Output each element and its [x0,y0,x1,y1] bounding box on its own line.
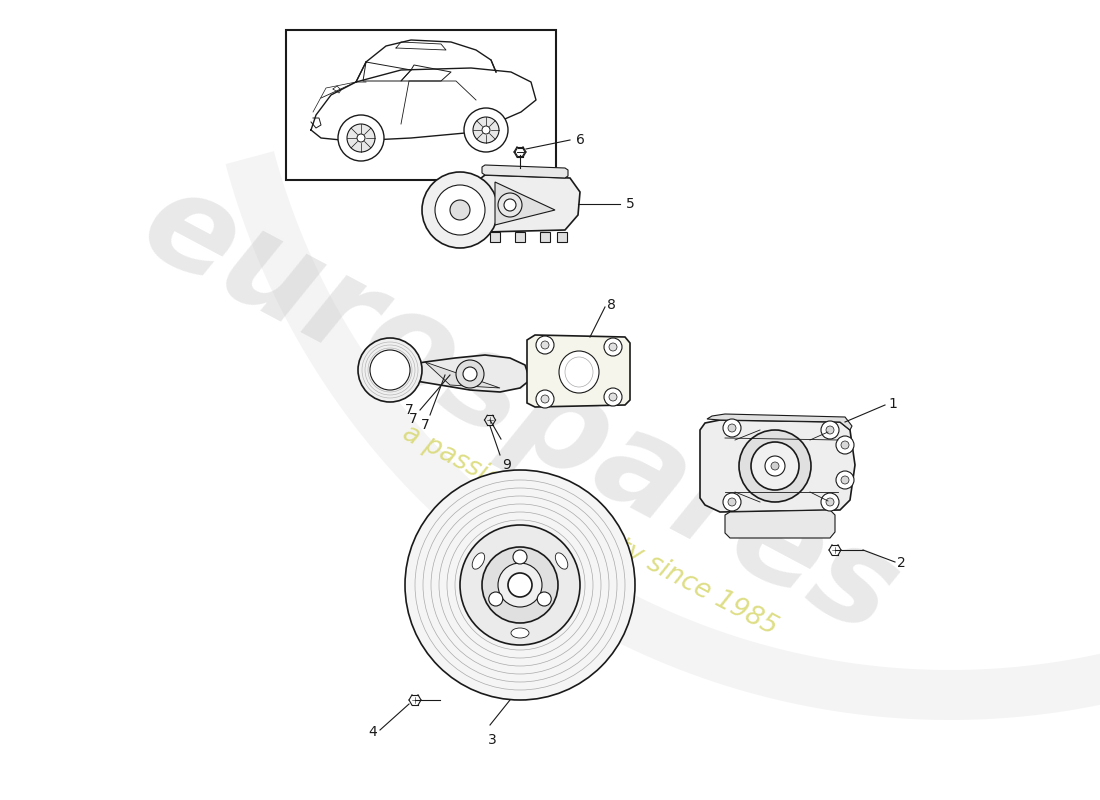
Circle shape [728,424,736,432]
Circle shape [473,117,499,143]
Ellipse shape [559,351,600,393]
Circle shape [513,550,527,564]
Polygon shape [527,335,630,407]
Text: 7: 7 [405,403,414,417]
Circle shape [723,419,741,437]
Polygon shape [540,232,550,242]
Polygon shape [557,232,566,242]
Circle shape [604,338,622,356]
Text: 9: 9 [502,458,510,472]
Circle shape [604,388,622,406]
Circle shape [541,341,549,349]
Circle shape [609,393,617,401]
Circle shape [826,498,834,506]
Circle shape [751,442,799,490]
Text: 2: 2 [896,556,905,570]
Polygon shape [495,182,556,225]
Polygon shape [408,355,530,392]
Polygon shape [226,151,1100,720]
Circle shape [842,441,849,449]
Polygon shape [707,414,853,430]
Circle shape [609,343,617,351]
Polygon shape [425,362,500,388]
Text: a passion for quality since 1985: a passion for quality since 1985 [398,420,782,640]
Text: eurospares: eurospares [122,158,918,662]
Ellipse shape [565,357,593,387]
Circle shape [358,338,422,402]
Circle shape [836,471,854,489]
Circle shape [482,547,558,623]
Circle shape [434,185,485,235]
Text: 6: 6 [576,133,585,147]
Circle shape [460,525,580,645]
Polygon shape [472,175,580,232]
Circle shape [764,456,785,476]
Circle shape [836,436,854,454]
Text: 5: 5 [626,197,635,211]
Polygon shape [700,420,855,512]
Circle shape [346,124,375,152]
Circle shape [422,172,498,248]
Polygon shape [515,232,525,242]
Circle shape [370,350,410,390]
Circle shape [536,390,554,408]
Ellipse shape [512,628,529,638]
Circle shape [536,336,554,354]
Ellipse shape [472,553,485,569]
Polygon shape [725,510,835,538]
Circle shape [456,360,484,388]
Ellipse shape [556,553,568,569]
Circle shape [464,108,508,152]
Circle shape [508,573,532,597]
Circle shape [338,115,384,161]
Circle shape [723,493,741,511]
Circle shape [488,592,503,606]
Circle shape [450,200,470,220]
Circle shape [482,126,490,134]
Circle shape [771,462,779,470]
Text: 7: 7 [409,412,418,426]
Circle shape [728,498,736,506]
Circle shape [821,493,839,511]
Circle shape [821,421,839,439]
Circle shape [739,430,811,502]
Circle shape [537,592,551,606]
Circle shape [405,470,635,700]
Text: 4: 4 [368,725,377,739]
Circle shape [541,395,549,403]
Polygon shape [490,232,500,242]
Circle shape [504,199,516,211]
Circle shape [842,476,849,484]
Circle shape [358,134,365,142]
Bar [286,30,556,180]
Text: 1: 1 [888,397,896,411]
Text: 3: 3 [487,733,496,747]
Circle shape [463,367,477,381]
Circle shape [498,193,522,217]
Text: 7: 7 [420,418,429,432]
Text: 8: 8 [607,298,616,312]
Circle shape [826,426,834,434]
Circle shape [498,563,542,607]
Polygon shape [482,165,568,178]
